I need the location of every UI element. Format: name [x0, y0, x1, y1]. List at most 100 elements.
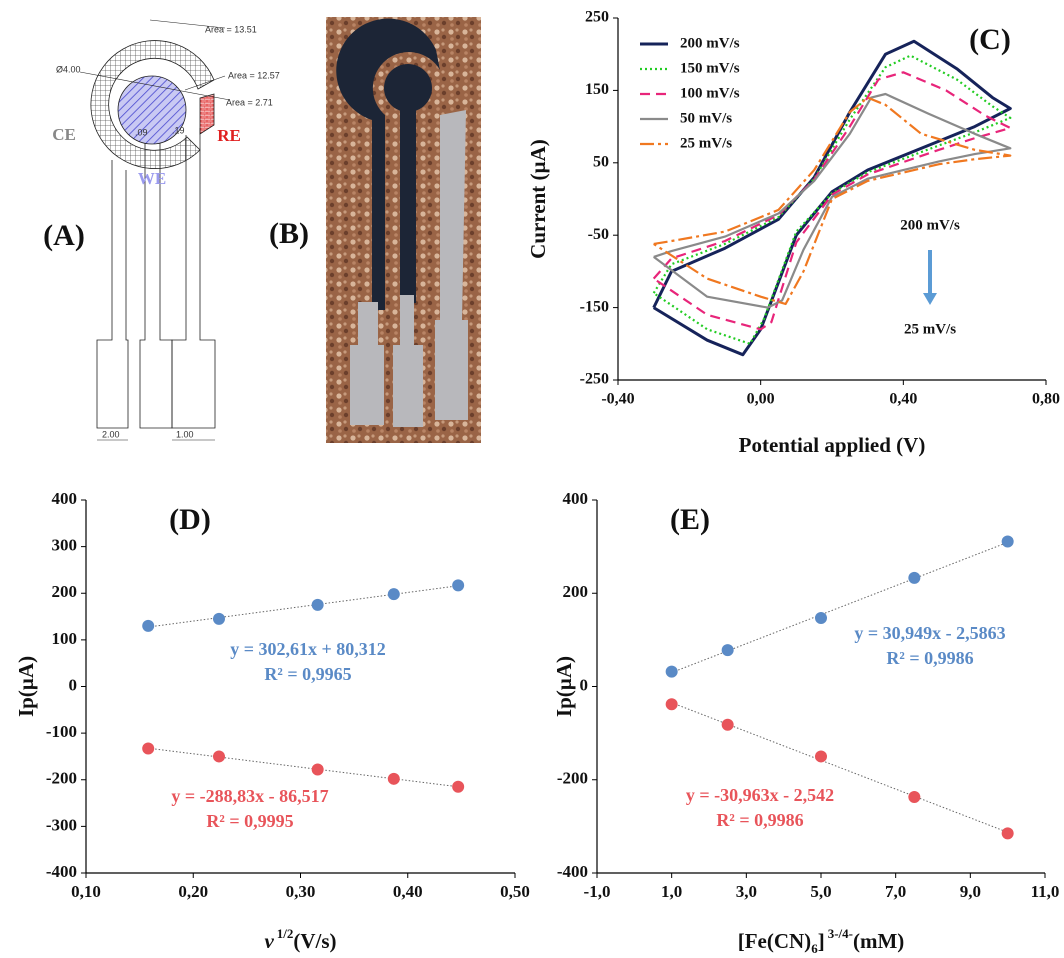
y-axis-label: Current (µA)	[526, 139, 550, 259]
area-label: Area = 13.51	[205, 24, 257, 34]
r-squared: R² = 0,9986	[716, 810, 803, 830]
point	[311, 598, 324, 611]
r-squared: R² = 0,9995	[206, 811, 293, 831]
panel-label: (B)	[269, 217, 309, 250]
point	[212, 612, 225, 625]
x-tick-label: 5,0	[810, 882, 831, 901]
x-tick-label: 0,00	[747, 391, 775, 408]
schematic	[79, 19, 231, 441]
point	[142, 742, 155, 755]
y-tick-label: 200	[563, 582, 589, 601]
x-axis-label: [Fe(CN)6] 3-/4-(mM)	[738, 926, 905, 956]
point	[452, 579, 465, 592]
y-tick-label: 100	[52, 629, 78, 648]
panel-label: (A)	[43, 219, 85, 252]
point	[908, 571, 921, 584]
point	[387, 772, 400, 785]
equation: y = 302,61x + 80,312	[230, 639, 386, 659]
point	[908, 791, 921, 804]
x-tick-label: -1,0	[584, 882, 611, 901]
we-lead	[139, 143, 173, 429]
x-tick-label: 0,50	[500, 882, 530, 901]
r-squared: R² = 0,9965	[264, 664, 351, 684]
width-label: 1.00	[176, 429, 194, 439]
we-label: WE	[138, 169, 166, 188]
y-tick-label: 150	[585, 81, 609, 98]
reference-electrode	[199, 93, 215, 135]
point	[815, 750, 827, 763]
label-part: ]	[818, 929, 825, 953]
legend-label: 200 mV/s	[680, 35, 740, 51]
working-electrode	[117, 75, 187, 145]
point	[212, 750, 225, 763]
panel-label: (D)	[169, 503, 211, 536]
area-label: Area = 2.71	[226, 97, 273, 107]
cv-curve	[653, 96, 1012, 306]
y-axis-label: Ip(µA)	[552, 656, 576, 717]
r-squared: R² = 0,9986	[886, 648, 973, 668]
label-part: (V/s)	[293, 929, 336, 953]
label-part: 3-/4-	[828, 926, 853, 941]
label-part: (mM)	[853, 929, 904, 953]
x-axis-label: v 1/2(V/s)	[264, 926, 336, 952]
x-tick-label: 0,30	[286, 882, 316, 901]
label-part: 6	[811, 941, 818, 956]
gap-label: .09	[135, 127, 148, 137]
ce-lead	[96, 160, 129, 429]
x-tick-label: 0,40	[889, 391, 917, 408]
point	[721, 644, 734, 657]
y-tick-label: 0	[69, 675, 78, 694]
dimension-lines	[79, 19, 231, 441]
photo	[326, 17, 481, 443]
width-label: 2.00	[102, 429, 120, 439]
re-lead	[171, 128, 216, 429]
annotation: 25 mV/s	[904, 321, 956, 337]
point	[1001, 535, 1014, 548]
y-tick-label: -100	[46, 722, 77, 741]
y-tick-label: 50	[593, 153, 609, 170]
annotation: 200 mV/s	[900, 217, 960, 233]
y-tick-label: -200	[557, 769, 588, 788]
equation: y = -30,963x - 2,542	[686, 785, 834, 805]
y-tick-label: -300	[46, 815, 77, 834]
y-tick-label: 250	[585, 9, 609, 26]
y-tick-label: 0	[580, 675, 589, 694]
x-tick-label: -0,40	[601, 391, 634, 408]
arrow-head	[923, 293, 937, 305]
x-tick-label: 3,0	[736, 882, 757, 901]
x-tick-label: 0,80	[1032, 391, 1060, 408]
point	[387, 588, 400, 601]
label-part: v	[264, 929, 274, 953]
trendline	[148, 585, 459, 628]
equation: y = -288,83x - 86,517	[171, 786, 328, 806]
legend-label: 150 mV/s	[680, 60, 740, 76]
cv-curve	[652, 54, 1012, 345]
y-tick-label: -200	[46, 769, 77, 788]
x-tick-label: 7,0	[885, 882, 906, 901]
y-tick-label: -250	[580, 371, 609, 388]
x-tick-label: 0,40	[393, 882, 423, 901]
y-tick-label: 400	[563, 489, 589, 508]
gap-label: .19	[172, 125, 185, 135]
y-tick-label: -400	[46, 862, 77, 881]
y-tick-label: -50	[588, 226, 609, 243]
x-tick-label: 11,0	[1031, 882, 1060, 901]
label-part: [Fe(CN)	[738, 929, 811, 953]
point	[815, 611, 827, 624]
y-tick-label: -400	[557, 862, 588, 881]
ce-label: CE	[52, 125, 76, 144]
x-tick-label: 1,0	[661, 882, 682, 901]
cv-curve	[653, 92, 1012, 309]
label-part: 1/2	[277, 926, 294, 941]
x-tick-label: 0,20	[178, 882, 208, 901]
x-tick-label: 9,0	[960, 882, 981, 901]
point	[1001, 827, 1014, 840]
y-tick-label: -150	[580, 298, 609, 315]
y-axis-label: Ip(µA)	[14, 656, 38, 717]
point	[452, 780, 465, 793]
x-axis-label: Potential applied (V)	[739, 433, 926, 457]
legend-label: 50 mV/s	[680, 110, 732, 126]
y-tick-label: 300	[52, 536, 78, 555]
y-tick-label: 200	[52, 582, 78, 601]
